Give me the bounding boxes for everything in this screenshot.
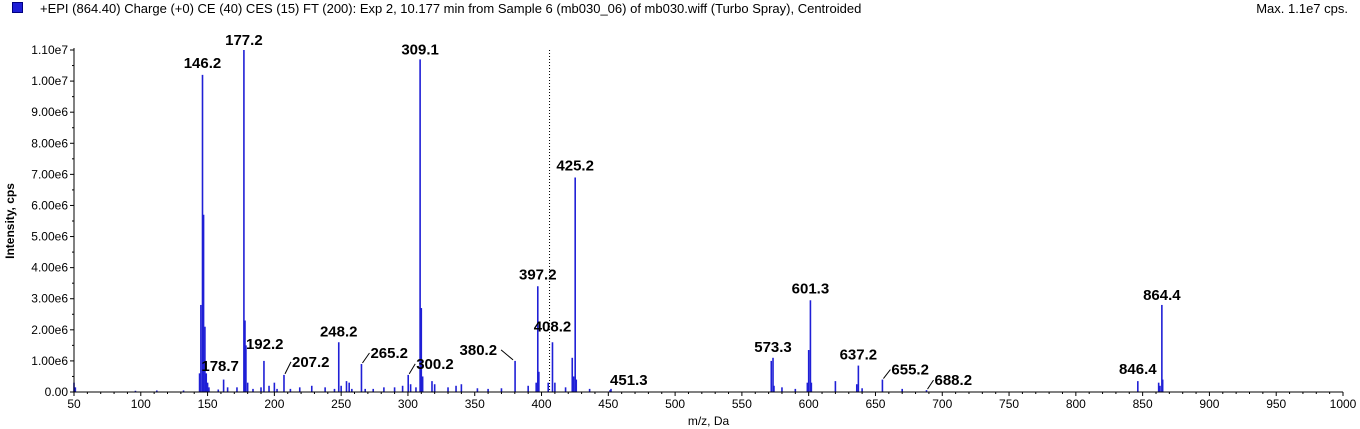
y-tick-label: 6.00e6 xyxy=(31,198,68,212)
peak-label: 864.4 xyxy=(1143,287,1181,304)
peak-label: 380.2 xyxy=(460,342,498,359)
peak-label: 688.2 xyxy=(935,372,973,389)
peak-label-leader xyxy=(500,349,514,361)
peak-label: 192.2 xyxy=(246,336,284,353)
y-tick-label: 8.00e6 xyxy=(31,136,68,150)
y-tick-label: 2.00e6 xyxy=(31,323,68,337)
x-tick-label: 600 xyxy=(799,397,819,411)
peak-label-leader xyxy=(927,379,934,390)
peak-label: 451.3 xyxy=(610,372,648,389)
peak-label: 177.2 xyxy=(225,32,263,49)
peak-label: 248.2 xyxy=(320,323,358,340)
y-tick-label: 9.00e6 xyxy=(31,105,68,119)
peak-label: 573.3 xyxy=(754,339,792,356)
peak-label: 408.2 xyxy=(534,318,572,335)
x-tick-label: 500 xyxy=(665,397,685,411)
axes-layer: 50 100 150 200 250 300 350 400 450 500 550 600 650 70… xyxy=(3,43,1357,428)
peak-label: 178.7 xyxy=(201,358,239,375)
series-swatch-icon xyxy=(12,2,23,13)
peak-label: 397.2 xyxy=(519,266,557,283)
peak-label-leader xyxy=(408,363,416,375)
peak-label: 300.2 xyxy=(416,356,454,373)
x-tick-label: 400 xyxy=(532,397,552,411)
x-tick-label: 250 xyxy=(331,397,351,411)
y-tick-label: 4.00e6 xyxy=(31,261,68,275)
y-tick-label: 1.00e7 xyxy=(31,74,68,88)
x-axis-title: m/z, Da xyxy=(688,414,730,428)
x-tick-label: 950 xyxy=(1266,397,1286,411)
y-tick-label: 5.00e6 xyxy=(31,230,68,244)
x-tick-label: 800 xyxy=(1066,397,1086,411)
y-tick-label: 7.00e6 xyxy=(31,167,68,181)
y-tick-label: 1.10e7 xyxy=(31,43,68,57)
peak-label: 655.2 xyxy=(891,362,929,379)
max-intensity-label: Max. 1.1e7 cps. xyxy=(1256,1,1348,16)
x-tick-label: 300 xyxy=(398,397,418,411)
x-tick-label: 150 xyxy=(198,397,218,411)
x-tick-label: 750 xyxy=(999,397,1019,411)
spectrum-title: +EPI (864.40) Charge (+0) CE (40) CES (1… xyxy=(40,1,862,16)
y-tick-label: 3.00e6 xyxy=(31,292,68,306)
peak-label: 601.3 xyxy=(792,280,830,297)
x-tick-label: 200 xyxy=(264,397,284,411)
spectrum-header: +EPI (864.40) Charge (+0) CE (40) CES (1… xyxy=(0,0,1360,20)
x-tick-label: 550 xyxy=(732,397,752,411)
x-tick-label: 900 xyxy=(1199,397,1219,411)
peak-label: 637.2 xyxy=(840,347,878,364)
peak-label: 146.2 xyxy=(184,55,222,72)
y-axis-title: Intensity, cps xyxy=(3,183,17,259)
x-tick-label: 450 xyxy=(598,397,618,411)
y-tick-label: 0.00 xyxy=(45,385,69,399)
peak-label-leader xyxy=(362,352,370,364)
peak-label: 207.2 xyxy=(292,354,330,371)
x-tick-label: 1000 xyxy=(1330,397,1357,411)
x-tick-label: 100 xyxy=(131,397,151,411)
peak-label: 425.2 xyxy=(556,157,594,174)
peak-label: 846.4 xyxy=(1119,361,1157,378)
y-tick-label: 1.00e6 xyxy=(31,354,68,368)
peak-label: 309.1 xyxy=(401,41,439,58)
x-tick-label: 650 xyxy=(865,397,885,411)
peak-label-leader xyxy=(284,361,292,375)
x-tick-label: 50 xyxy=(67,397,81,411)
peak-label: 265.2 xyxy=(370,345,408,362)
x-tick-label: 700 xyxy=(932,397,952,411)
x-tick-label: 850 xyxy=(1133,397,1153,411)
peaks-layer xyxy=(73,50,1164,392)
peak-label-leader xyxy=(883,369,891,379)
x-tick-label: 350 xyxy=(465,397,485,411)
